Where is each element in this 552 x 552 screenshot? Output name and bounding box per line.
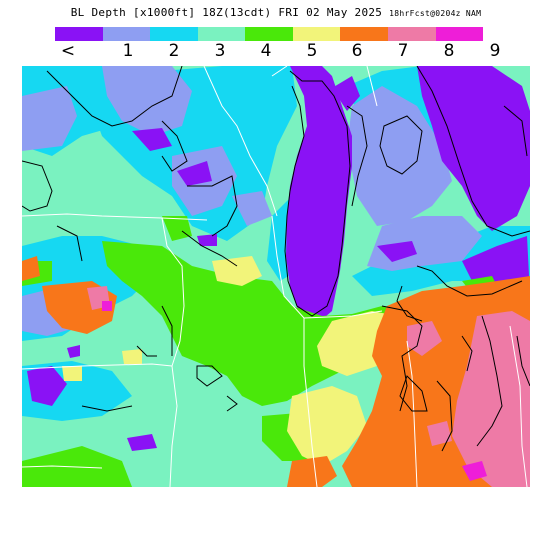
legend-label: <	[60, 41, 76, 61]
bl-depth-map	[22, 66, 530, 487]
legend-swatch-1	[102, 27, 151, 41]
header-title: BL Depth [x1000ft] 18Z(13cdt) FRI 02 May…	[70, 6, 383, 19]
legend-swatch-8	[435, 27, 484, 41]
header-forecast: 18hrFcst@0204z NAM	[389, 9, 482, 18]
field-depth-8	[102, 301, 487, 481]
legend-swatch-7	[387, 27, 436, 41]
legend-label: 2	[168, 41, 180, 61]
chart-header: BL Depth [x1000ft] 18Z(13cdt) FRI 02 May…	[0, 6, 552, 19]
legend-label: 8	[443, 41, 455, 61]
legend-label: 9	[489, 41, 501, 61]
legend-swatch-4	[245, 27, 293, 41]
coastlines	[22, 66, 530, 452]
field-depth-lt1	[27, 66, 530, 451]
state-borders	[22, 66, 528, 487]
color-legend-bar	[55, 27, 484, 41]
legend-swatch-lt1	[55, 27, 103, 41]
legend-swatch-2	[150, 27, 198, 41]
legend-label: 4	[260, 41, 272, 61]
legend-label: 6	[351, 41, 363, 61]
legend-swatch-6	[340, 27, 388, 41]
legend-label: 1	[122, 41, 134, 61]
legend-label: 7	[397, 41, 409, 61]
legend-label: 3	[214, 41, 226, 61]
map-canvas	[22, 66, 530, 487]
legend-swatch-5	[292, 27, 341, 41]
legend-labels: < 1 2 3 4 5 6 7 8 9	[0, 41, 552, 61]
legend-swatch-3	[197, 27, 246, 41]
legend-label: 5	[306, 41, 318, 61]
